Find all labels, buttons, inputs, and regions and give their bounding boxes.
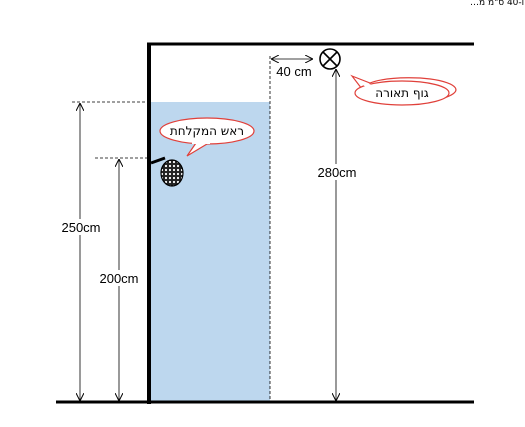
light-fixture-callout: גוף תאורה [350,74,457,106]
top-caption: …צפה שה 280 ס"מ מעל רצפת המקלחת, ו-40 ס"… [470,0,525,8]
shower-head-icon [150,156,184,187]
shower-head-callout: ראש המקלחת [159,117,255,157]
shower-head-label: ראש המקלחת [170,124,244,138]
shower-zone [151,102,270,402]
dim-40-label: 40 cm [276,64,311,79]
light-fixture-label: גוף תאורה [375,86,429,100]
dim-280-label: 280cm [317,165,356,180]
dim-250-label: 250cm [61,220,100,235]
dim-200-label: 200cm [99,271,138,286]
light-fixture-icon [319,48,341,70]
